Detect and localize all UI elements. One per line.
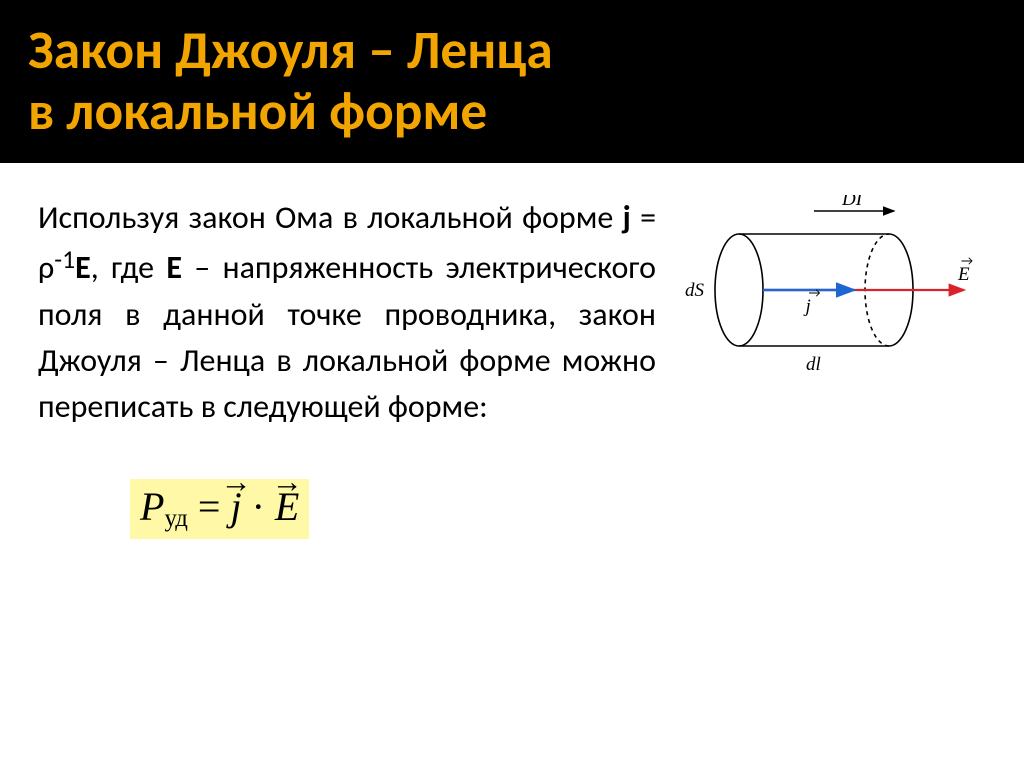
- svg-text:DI: DI: [841, 195, 864, 210]
- para-eq-rhs: E: [75, 248, 91, 287]
- title-band: Закон Джоуля – Ленца в локальной форме: [0, 0, 1024, 163]
- formula-area: Pуд = →j · →E: [130, 479, 1024, 539]
- diagram-svg: DIdSj→E→dl: [684, 195, 984, 405]
- arrow-over-j: →: [220, 466, 251, 497]
- svg-text:dl: dl: [806, 354, 821, 375]
- title-line-1: Закон Джоуля – Ленца: [28, 18, 553, 83]
- formula-P: P: [140, 484, 164, 529]
- body-paragraph: Используя закон Ома в локальной форме j …: [38, 195, 656, 431]
- svg-text:→: →: [809, 284, 821, 301]
- formula-sub: уд: [164, 505, 187, 532]
- title-line-2: в локальной форме: [28, 79, 487, 144]
- arrow-over-E: →: [272, 466, 303, 497]
- formula-joule-lenz: Pуд = →j · →E: [130, 479, 309, 539]
- content-area: Используя закон Ома в локальной форме j …: [0, 163, 1024, 431]
- cylinder-diagram: DIdSj→E→dl: [684, 195, 984, 405]
- slide-title: Закон Джоуля – Ленца в локальной форме: [28, 20, 996, 143]
- svg-text:→: →: [961, 252, 973, 269]
- para-E: E: [166, 248, 182, 287]
- svg-text:dS: dS: [685, 280, 705, 301]
- para-eq-lhs: j: [623, 198, 631, 237]
- para-pre: Используя закон Ома в локальной форме: [38, 198, 623, 237]
- para-mid1: , где: [91, 248, 167, 287]
- para-eq-sup: -1: [54, 244, 75, 275]
